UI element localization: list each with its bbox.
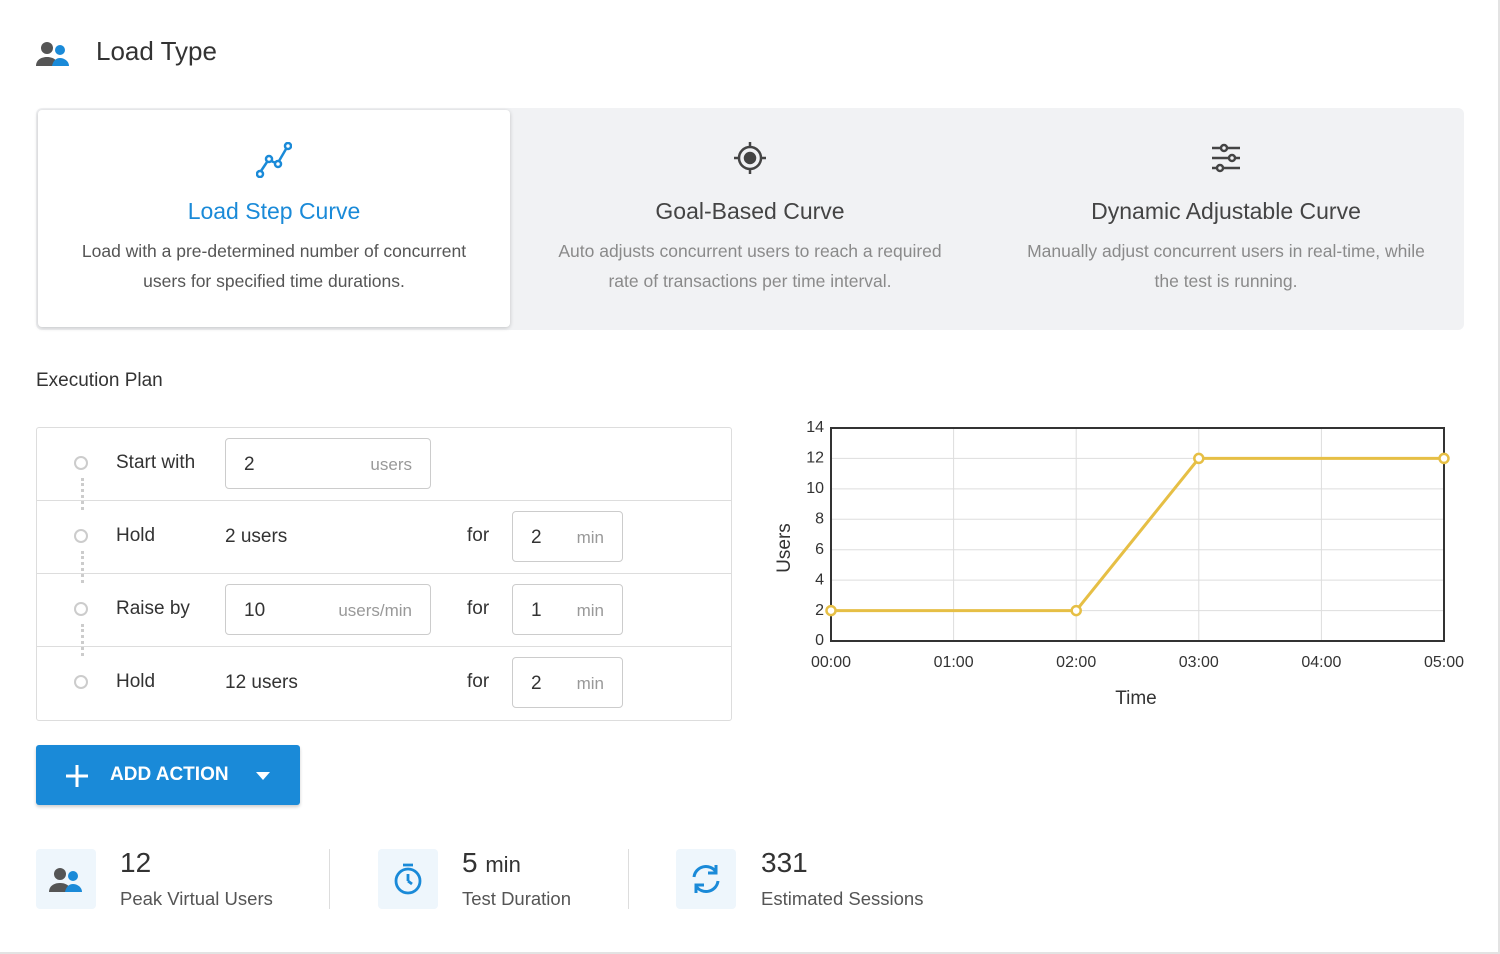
- y-axis-label: Users: [774, 523, 795, 573]
- y-tick-label: 4: [815, 571, 824, 588]
- load-type-card[interactable]: Goal-Based Curve Auto adjusts concurrent…: [512, 108, 988, 330]
- x-tick-label: 00:00: [811, 654, 851, 671]
- stat-label: Peak Virtual Users: [120, 888, 273, 909]
- timer-icon: [394, 863, 422, 895]
- stat-label: Estimated Sessions: [761, 888, 924, 909]
- input-value: 10: [244, 600, 266, 621]
- adjust-icon: [1212, 143, 1240, 173]
- row-text: 2 users: [225, 526, 288, 547]
- input-value: 1: [531, 600, 542, 621]
- input-unit: min: [576, 528, 604, 547]
- input[interactable]: 1 min: [512, 584, 623, 635]
- input[interactable]: 2 users: [225, 438, 431, 489]
- load-type-card[interactable]: Load Step Curve Load with a pre-determin…: [38, 110, 510, 327]
- plan-row: Hold 12 users for 2 min: [37, 647, 731, 720]
- y-tick-label: 0: [815, 632, 824, 649]
- plan-row: Raise by 10 users/min for 1 min: [37, 574, 731, 647]
- y-tick-label: 12: [806, 450, 824, 467]
- y-tick-label: 14: [806, 419, 824, 436]
- step-dot: [74, 529, 88, 543]
- input-value: 2: [531, 673, 542, 694]
- load-type-card[interactable]: Dynamic Adjustable Curve Manually adjust…: [988, 108, 1464, 330]
- stat-label: Test Duration: [462, 888, 571, 909]
- plan-row: Start with 2 users: [37, 428, 731, 501]
- step-curve-icon: [256, 142, 292, 178]
- x-tick-label: 01:00: [934, 654, 974, 671]
- y-tick-label: 10: [806, 480, 824, 497]
- line: [831, 456, 1444, 613]
- input-unit: min: [576, 601, 604, 620]
- card-title: Goal-Based Curve: [655, 198, 845, 224]
- section-title: Load Type: [96, 36, 217, 66]
- divider: [628, 849, 629, 909]
- plus-icon: [66, 765, 88, 787]
- point: [825, 604, 837, 617]
- connector: [81, 624, 84, 656]
- point: [1070, 604, 1082, 617]
- stat-icon: [378, 849, 438, 909]
- plot-frame: [830, 427, 1445, 642]
- stat-value: 5 min: [462, 847, 521, 879]
- stat-unit: min: [485, 852, 521, 877]
- card-title: Dynamic Adjustable Curve: [1091, 198, 1361, 224]
- for-label: for: [467, 525, 490, 546]
- y-tick-label: 8: [815, 511, 824, 528]
- point: [1438, 452, 1450, 465]
- load-type-selector: Load Step Curve Load with a pre-determin…: [36, 108, 1464, 330]
- x-tick-label: 04:00: [1301, 654, 1341, 671]
- input[interactable]: 10 users/min: [225, 584, 431, 635]
- input-unit: users/min: [338, 601, 412, 620]
- y-tick-label: 2: [815, 602, 824, 619]
- stat-number: 5: [462, 847, 478, 878]
- x-tick-label: 02:00: [1056, 654, 1096, 671]
- input-unit: min: [576, 674, 604, 693]
- x-tick-label: 03:00: [1179, 654, 1219, 671]
- y-tick-label: 6: [815, 541, 824, 558]
- input-value: 2: [531, 527, 542, 548]
- connector: [81, 551, 84, 583]
- input-value: 2: [244, 454, 255, 475]
- users-icon: [49, 868, 82, 892]
- stat-icon: [676, 849, 736, 909]
- stat-icon: [36, 849, 96, 909]
- users-icon: [36, 42, 69, 66]
- point: [1193, 452, 1205, 465]
- for-label: for: [467, 671, 490, 692]
- goal-icon: [734, 142, 766, 174]
- connector: [81, 478, 84, 510]
- card-title: Load Step Curve: [187, 198, 361, 224]
- input-unit: users: [370, 455, 412, 474]
- card-description: Auto adjusts concurrent users to reach a…: [558, 241, 942, 291]
- input[interactable]: 2 min: [512, 511, 623, 562]
- x-axis-label: Time: [1115, 688, 1157, 709]
- step-dot: [74, 675, 88, 689]
- plan-table: Start with 2 users Hold 2 users for 2 min …: [36, 427, 732, 721]
- row-label: Start with: [116, 452, 196, 473]
- row-text: 12 users: [225, 672, 298, 693]
- input[interactable]: 2 min: [512, 657, 623, 708]
- row-label: Hold: [116, 671, 156, 692]
- add-action-button[interactable]: ADD ACTION: [36, 745, 300, 805]
- stat-number: 331: [761, 847, 808, 878]
- stat-value: 331: [761, 847, 808, 879]
- row-label: Hold: [116, 525, 156, 546]
- for-label: for: [467, 598, 490, 619]
- caret-icon: [256, 772, 270, 780]
- row-label: Raise by: [116, 598, 190, 619]
- stat-number: 12: [120, 847, 152, 878]
- refresh-icon: [692, 865, 720, 893]
- button-label: ADD ACTION: [110, 764, 229, 785]
- card-description: Load with a pre-determined number of con…: [81, 241, 467, 291]
- divider: [329, 849, 330, 909]
- step-dot: [74, 456, 88, 470]
- card-description: Manually adjust concurrent users in real…: [1027, 241, 1425, 291]
- subsection-title: Execution Plan: [36, 370, 163, 391]
- x-tick-label: 05:00: [1424, 654, 1464, 671]
- stat-value: 12: [120, 847, 151, 879]
- plan-row: Hold 2 users for 2 min: [37, 501, 731, 574]
- step-dot: [74, 602, 88, 616]
- chart: Time Users 0 2 4 6 8 10 12 14 00:00 01:00 02:00 03:…: [774, 419, 1464, 709]
